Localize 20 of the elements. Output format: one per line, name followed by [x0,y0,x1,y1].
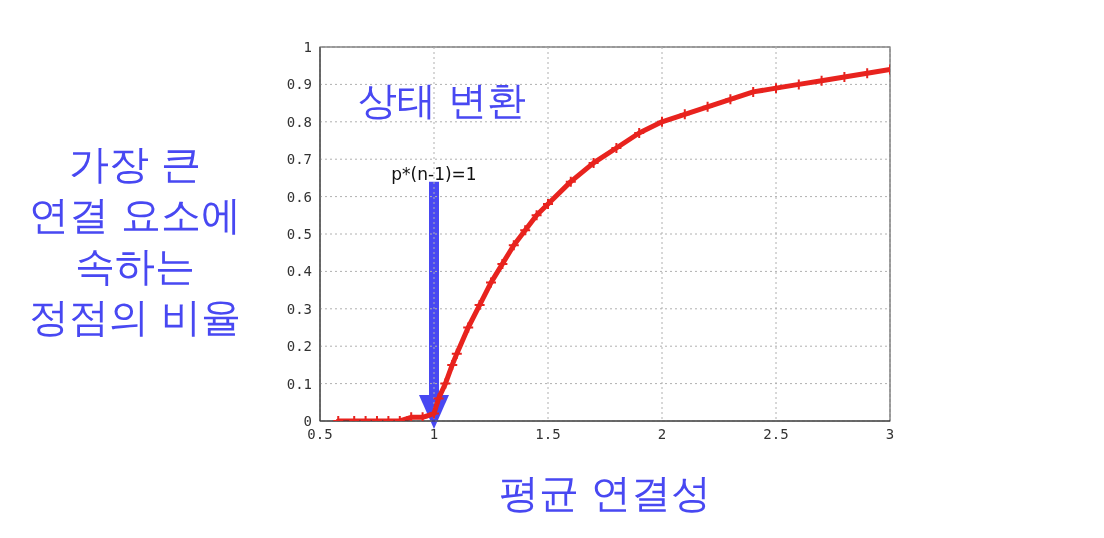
x-tick-label: 1.5 [535,425,561,442]
x-tick-label: 2 [657,425,667,442]
y-tick-label: 1 [303,38,312,55]
text: 상태 변환 [358,78,527,123]
y-tick-label: 0.5 [286,225,312,242]
y-tick-label: 0.9 [286,76,312,93]
y-tick-label: 0.3 [286,300,312,317]
y-tick-label: 0.8 [286,113,312,130]
x-axis-title: 평균 연결성 [497,469,713,518]
y-tick-label: 0.7 [286,151,312,168]
y-tick-label: 0.4 [286,263,312,280]
y-tick-label: 0.1 [286,375,312,392]
y-axis-title: 가장 큰 연결 요소에 속하는 정점의 비율 [27,140,243,342]
y-tick-label: 0.6 [286,188,312,205]
y-tick-label: 0.2 [286,338,312,355]
x-tick-label: 1 [429,425,439,442]
y-tick-label: 0 [303,412,312,429]
x-tick-label: 3 [885,425,895,442]
x-tick-label: 2.5 [763,425,789,442]
annotation: p*(n-1)=1 [391,163,477,184]
